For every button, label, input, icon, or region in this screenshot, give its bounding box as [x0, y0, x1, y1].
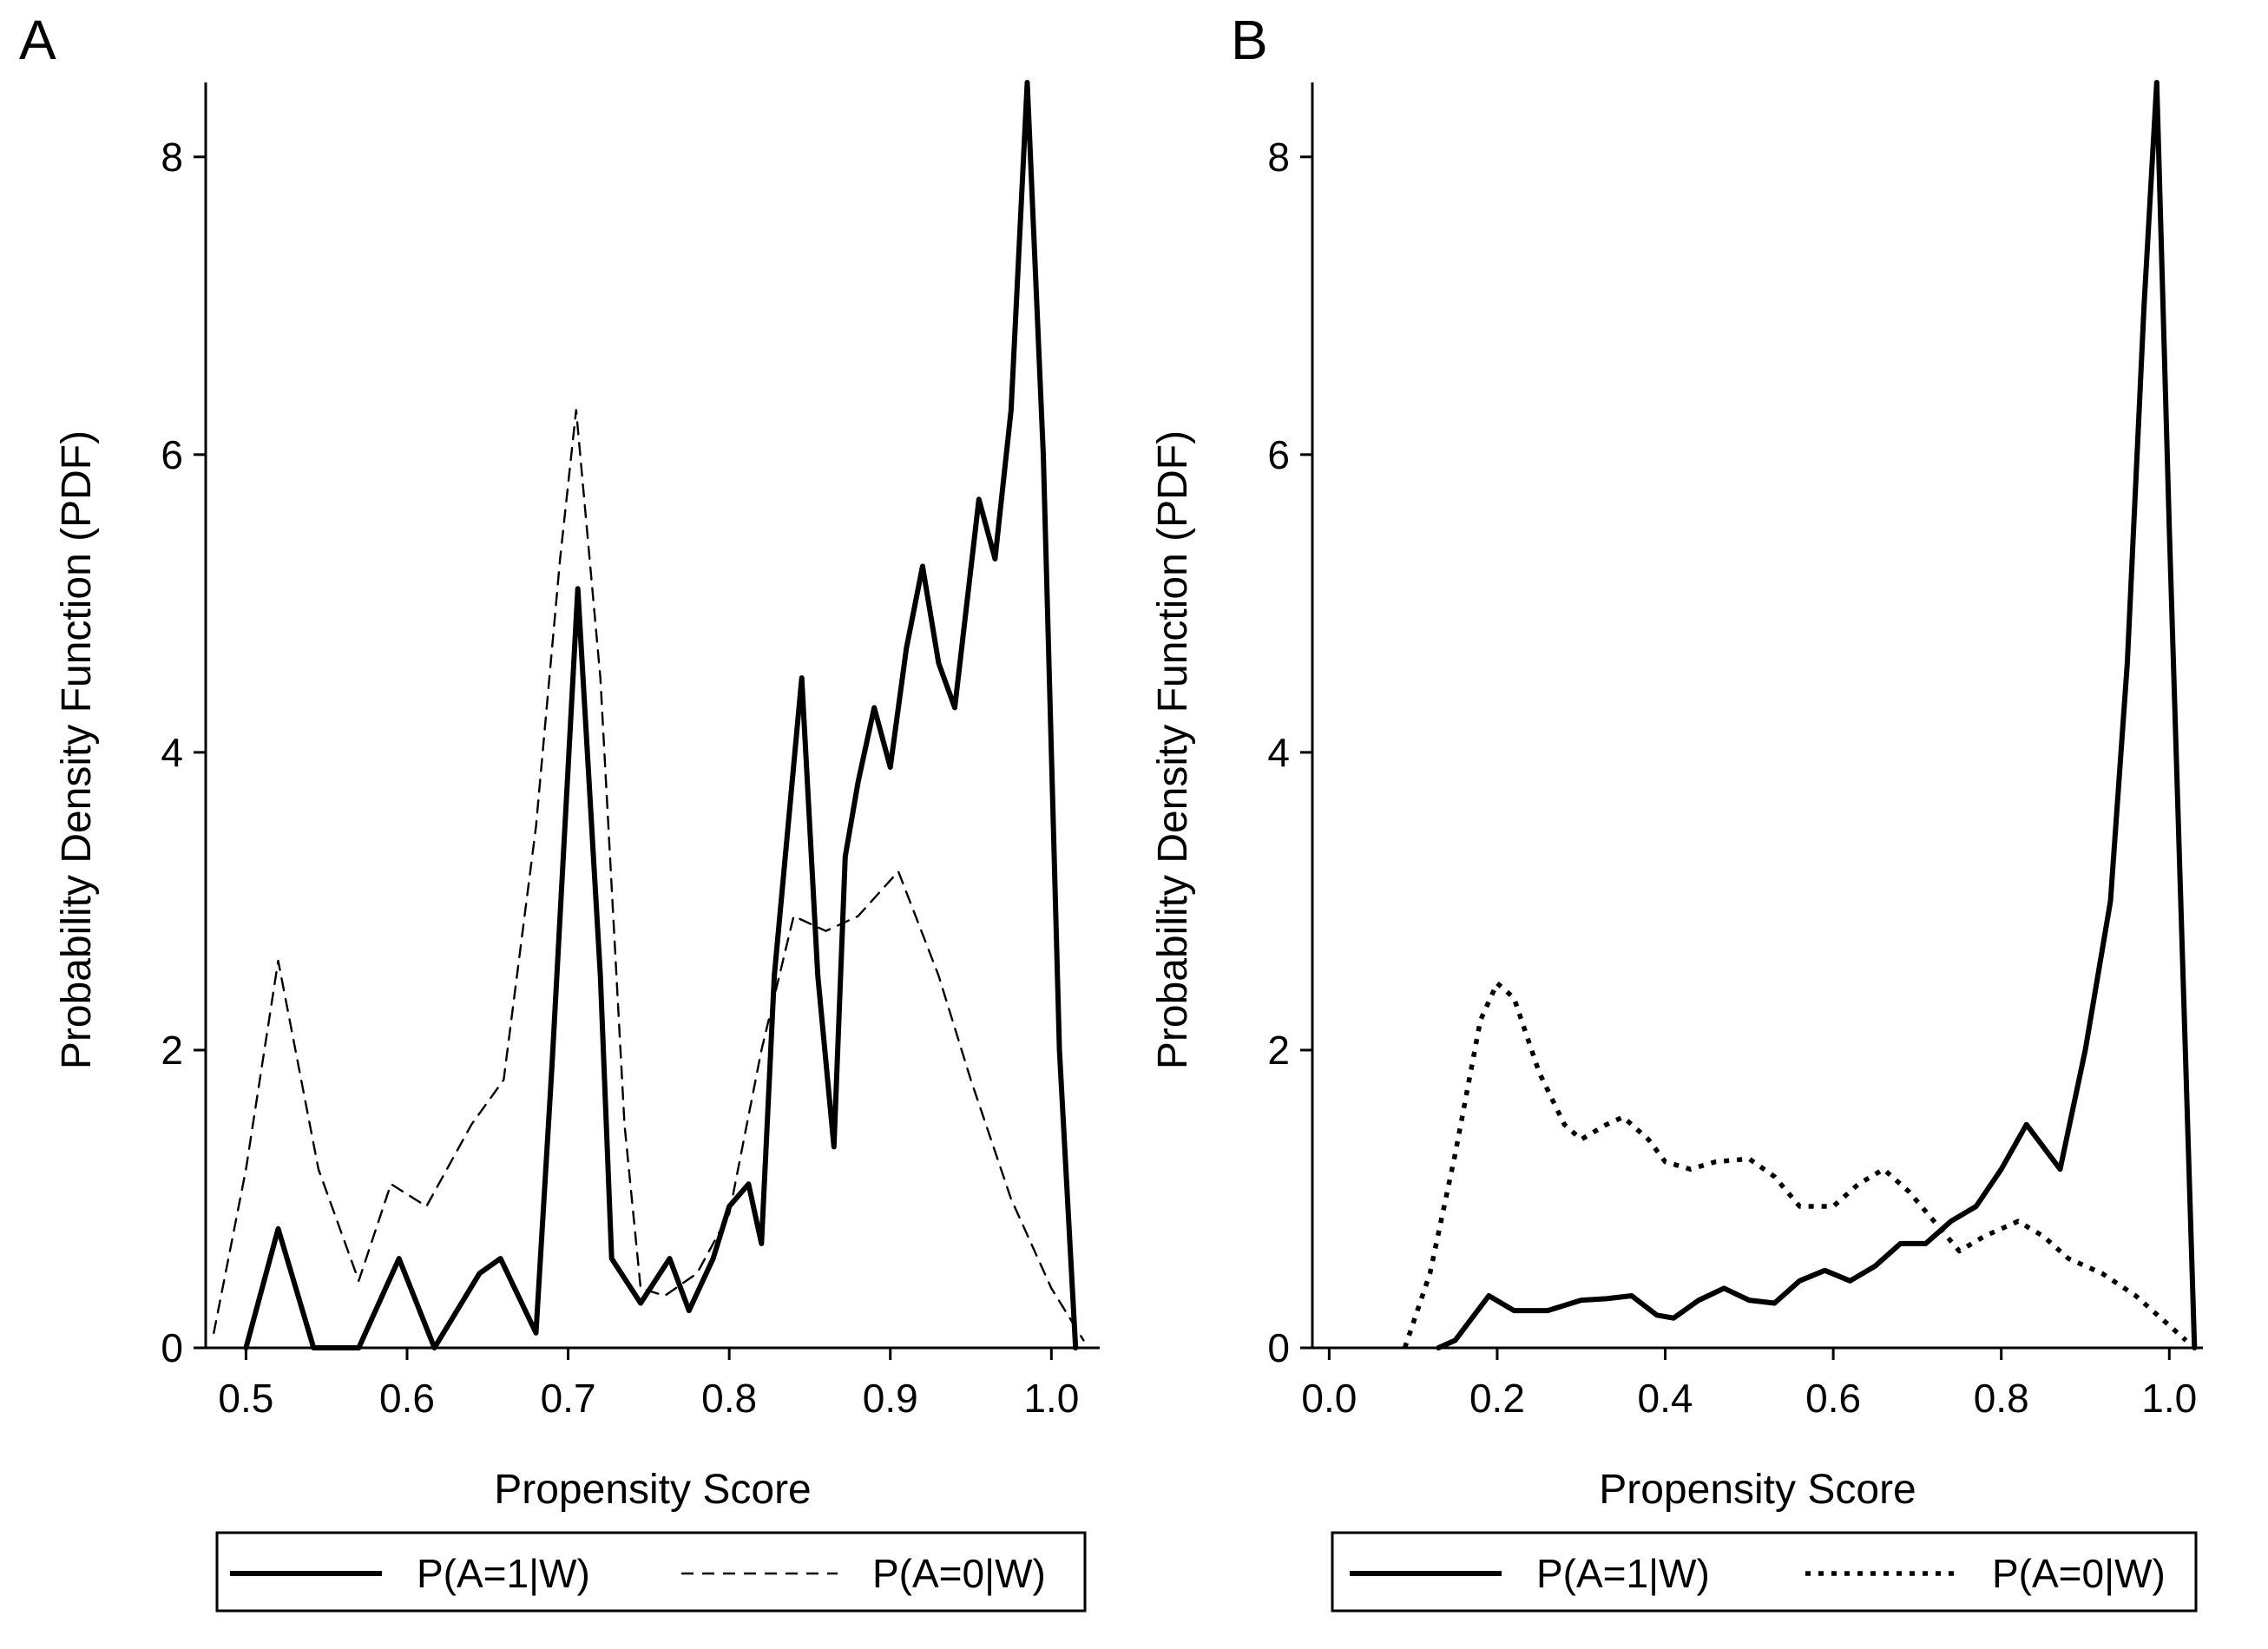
- panel-b: B 0 2 4 6 8 0.0 0.2 0.4 0.6 0.8 1.0 Propensity Score…: [1150, 9, 2203, 1613]
- x-tick-label: 1.0: [2141, 1376, 2197, 1421]
- x-tick-label: 0.7: [541, 1376, 596, 1421]
- y-axis-title: Probability Density Function (PDF): [54, 430, 100, 1069]
- y-tick-label: 2: [1267, 1028, 1290, 1073]
- x-tick-label: 0.4: [1638, 1376, 1693, 1421]
- legend: P(A=1|W) P(A=0|W): [215, 1531, 1087, 1613]
- y-tick-label: 8: [1267, 135, 1290, 180]
- panel-a: A 0 2 4 6 8 0.5 0.6 0.7 0.8 0.9 1.0 Propensity Score…: [19, 9, 1100, 1613]
- legend-label: P(A=1|W): [417, 1551, 590, 1596]
- legend-label: P(A=0|W): [1992, 1551, 2166, 1596]
- y-tick-label: 2: [161, 1028, 183, 1073]
- x-tick-label: 0.6: [379, 1376, 435, 1421]
- y-tick-label: 8: [161, 135, 183, 180]
- y-tick-label: 0: [161, 1325, 183, 1370]
- series-line-solid: [1436, 80, 2198, 1350]
- x-tick-label: 0.8: [701, 1376, 757, 1421]
- series-line-solid: [243, 80, 1079, 1350]
- x-tick-label: 0.8: [1974, 1376, 2029, 1421]
- x-tick-label: 0.6: [1805, 1376, 1861, 1421]
- y-tick-label: 6: [1267, 432, 1290, 477]
- x-tick-label: 0.9: [863, 1376, 918, 1421]
- y-axis-title: Probability Density Function (PDF): [1150, 430, 1196, 1069]
- x-axis-title: Propensity Score: [494, 1467, 812, 1513]
- legend-label: P(A=0|W): [872, 1551, 1046, 1596]
- x-tick-label: 0.5: [218, 1376, 273, 1421]
- panel-label: B: [1231, 9, 1268, 71]
- series-line-dashed: [213, 409, 1085, 1342]
- x-tick-label: 0.0: [1301, 1376, 1357, 1421]
- panel-label: A: [19, 9, 56, 71]
- x-axis-title: Propensity Score: [1599, 1467, 1916, 1513]
- y-tick-label: 4: [161, 730, 183, 775]
- legend: P(A=1|W) P(A=0|W): [1331, 1531, 2198, 1613]
- x-tick-label: 1.0: [1023, 1376, 1079, 1421]
- x-tick-label: 0.2: [1469, 1376, 1525, 1421]
- legend-label: P(A=1|W): [1536, 1551, 1710, 1596]
- y-tick-label: 0: [1267, 1325, 1290, 1370]
- y-tick-label: 4: [1267, 730, 1290, 775]
- series-line-dotted: [1402, 981, 2188, 1349]
- y-tick-label: 6: [161, 432, 183, 477]
